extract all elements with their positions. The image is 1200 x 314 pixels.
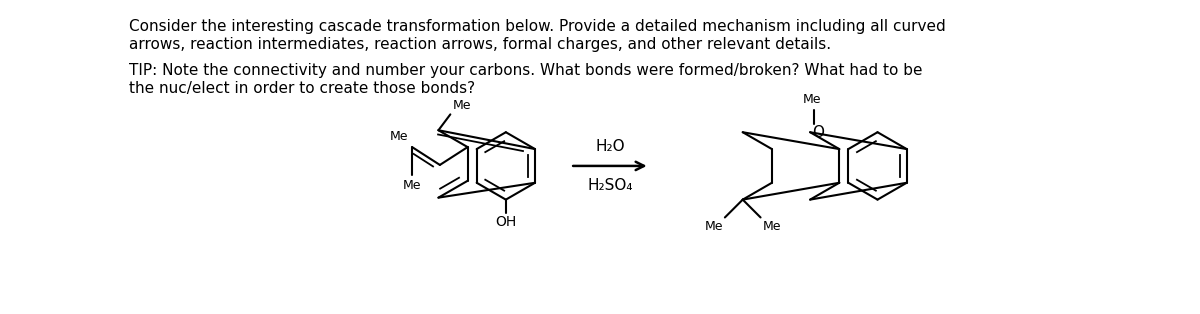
Text: H₂O: H₂O xyxy=(595,139,625,154)
Text: Me: Me xyxy=(762,220,781,233)
Text: OH: OH xyxy=(496,215,516,230)
Text: arrows, reaction intermediates, reaction arrows, formal charges, and other relev: arrows, reaction intermediates, reaction… xyxy=(130,37,832,52)
Text: O: O xyxy=(812,125,824,140)
Text: H₂SO₄: H₂SO₄ xyxy=(587,178,632,193)
Text: Me: Me xyxy=(452,100,470,112)
Text: Me: Me xyxy=(390,130,408,143)
Text: Me: Me xyxy=(803,94,821,106)
Text: Consider the interesting cascade transformation below. Provide a detailed mechan: Consider the interesting cascade transfo… xyxy=(130,19,946,34)
Text: TIP: Note the connectivity and number your carbons. What bonds were formed/broke: TIP: Note the connectivity and number yo… xyxy=(130,63,923,78)
Text: Me: Me xyxy=(403,179,421,192)
Text: Me: Me xyxy=(704,220,722,233)
Text: the nuc/elect in order to create those bonds?: the nuc/elect in order to create those b… xyxy=(130,81,475,96)
